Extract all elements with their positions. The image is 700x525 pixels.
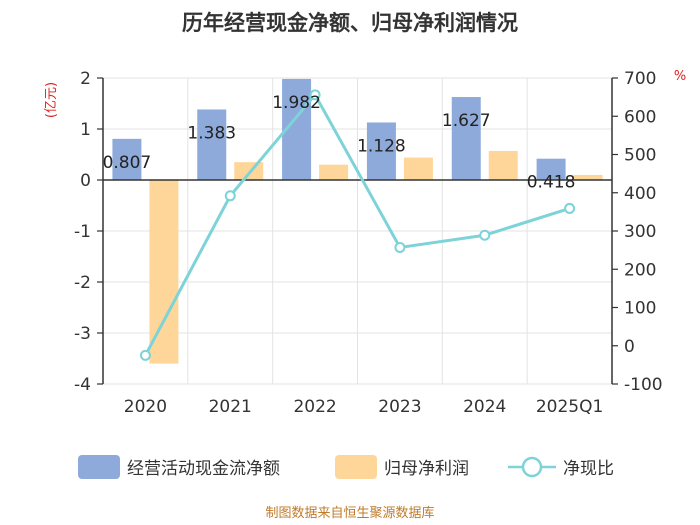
bar-cashflow <box>451 97 481 180</box>
legend-label-ratio: 净现比 <box>563 459 614 479</box>
legend-swatch-cashflow <box>78 455 120 479</box>
right-tick-label: 0 <box>624 337 635 357</box>
legend-marker-ratio <box>521 456 543 478</box>
category-label: 2023 <box>378 397 421 417</box>
legend-label-cashflow: 经营活动现金流净额 <box>127 459 280 479</box>
left-axis-unit: (亿元) <box>44 82 59 118</box>
line-point-ratio <box>224 190 236 202</box>
line-point-ratio <box>139 349 151 361</box>
right-tick-label: 100 <box>624 299 656 319</box>
left-tick-label: -1 <box>74 222 91 242</box>
left-tick-label: 1 <box>80 120 91 140</box>
left-tick-label: 2 <box>80 69 91 89</box>
line-point-ratio <box>479 229 491 241</box>
data-labels-group: 0.807 1.383 1.982 1.128 1.627 0.418 <box>103 93 576 193</box>
category-label: 2020 <box>124 397 167 417</box>
bar-net-profit <box>319 164 349 180</box>
right-tick-label: -100 <box>624 375 663 395</box>
legend-label-net-profit: 归母净利润 <box>384 459 469 479</box>
data-label-cashflow: 0.418 <box>527 173 576 193</box>
data-label-cashflow: 1.982 <box>272 93 321 113</box>
bar-cashflow <box>197 109 227 180</box>
right-tick-label: 600 <box>624 107 656 127</box>
bar-net-profit <box>488 150 518 180</box>
bar-net-profit <box>234 162 264 180</box>
line-point-ratio <box>309 89 321 101</box>
bars-group <box>112 78 603 364</box>
category-label: 2024 <box>463 397 506 417</box>
bar-cashflow <box>536 158 566 180</box>
bar-net-profit <box>149 180 179 364</box>
category-label: 2025Q1 <box>536 397 603 417</box>
right-tick-label: 300 <box>624 222 656 242</box>
category-label: 2021 <box>209 397 252 417</box>
data-label-cashflow: 0.807 <box>103 153 152 173</box>
bar-net-profit <box>403 157 433 180</box>
bar-cashflow <box>112 138 142 180</box>
left-tick-label: -3 <box>74 324 91 344</box>
data-label-cashflow: 1.128 <box>357 136 406 156</box>
line-point-ratio <box>564 202 576 214</box>
right-tick-label: 200 <box>624 260 656 280</box>
left-tick-label: -2 <box>74 273 91 293</box>
tick-labels-group: 2 1 0 -1 -2 -3 -4 700 600 500 400 300 200 100 0 -100 202… <box>74 69 663 417</box>
line-series-group <box>139 89 576 361</box>
line-point-ratio <box>394 241 406 253</box>
grid-lines <box>102 77 613 385</box>
chart-title: 历年经营现金净额、归母净利润情况 <box>182 11 518 35</box>
bar-cashflow <box>366 122 396 180</box>
data-label-cashflow: 1.627 <box>442 111 491 131</box>
right-tick-label: 700 <box>624 69 656 89</box>
category-label: 2022 <box>293 397 336 417</box>
source-note: 制图数据来自恒生聚源数据库 <box>265 505 434 521</box>
data-label-cashflow: 1.383 <box>187 123 236 143</box>
line-ratio <box>144 93 571 357</box>
legend: 经营活动现金流净额 归母净利润 净现比 <box>78 455 614 479</box>
left-tick-label: 0 <box>80 171 91 191</box>
left-tick-label: -4 <box>74 375 91 395</box>
right-tick-label: 400 <box>624 184 656 204</box>
axes-group <box>97 77 618 385</box>
bar-net-profit <box>573 174 603 180</box>
right-tick-label: 500 <box>624 146 656 166</box>
right-axis-unit: % <box>674 69 686 84</box>
legend-swatch-net-profit <box>335 455 377 479</box>
